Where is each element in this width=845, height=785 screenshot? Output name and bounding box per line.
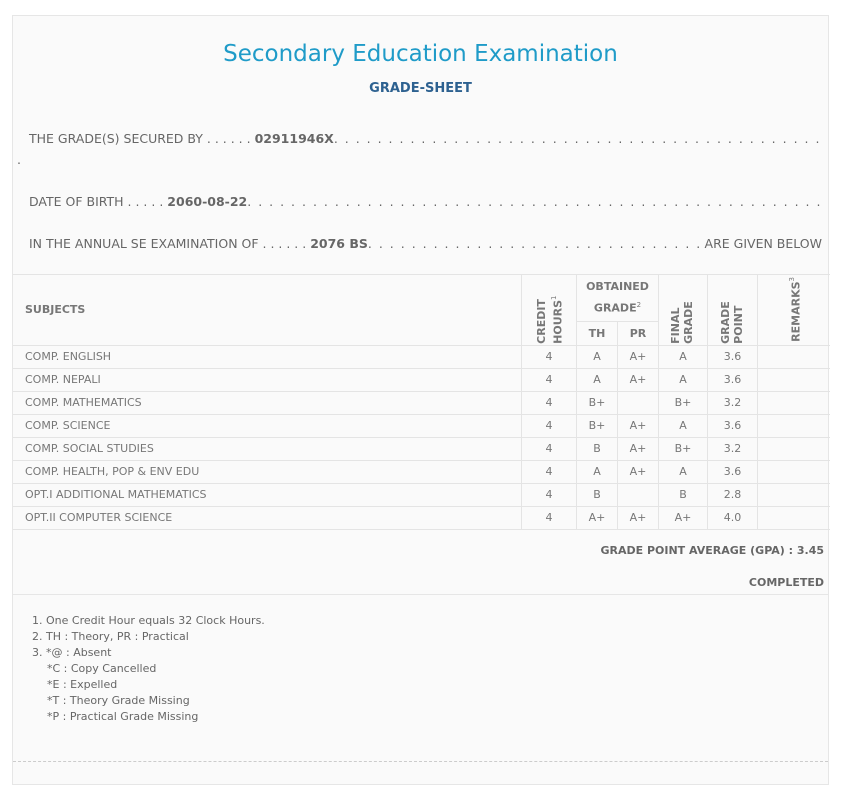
cell-th: B — [576, 482, 618, 507]
cell-remarks — [757, 436, 830, 461]
cell-final: A — [658, 367, 708, 392]
table-row: OPT.I ADDITIONAL MATHEMATICS 4 B B 2.8 — [13, 482, 830, 507]
table-row: COMP. SOCIAL STUDIES 4 B A+ B+ 3.2 — [13, 436, 830, 461]
cell-gp: 3.6 — [707, 459, 758, 484]
note: 1. One Credit Hour equals 32 Clock Hours… — [32, 614, 265, 627]
cell-final: A — [658, 344, 708, 369]
cell-credit: 4 — [521, 436, 577, 461]
divider — [13, 761, 828, 762]
cell-pr: A+ — [617, 436, 659, 461]
cell-subject: COMP. HEALTH, POP & ENV EDU — [13, 459, 522, 484]
cell-credit: 4 — [521, 367, 577, 392]
header-grade-point: GRADE POINT — [718, 300, 745, 344]
footnotes: 1. One Credit Hour equals 32 Clock Hours… — [13, 594, 828, 725]
exam-year: 2076 BS — [310, 236, 368, 251]
table-row: COMP. SCIENCE 4 B+ A+ A 3.6 — [13, 413, 830, 438]
cell-credit: 4 — [521, 459, 577, 484]
note: *C : Copy Cancelled — [47, 662, 157, 675]
cell-th: B — [576, 436, 618, 461]
cell-final: B+ — [658, 436, 708, 461]
header-final-grade: FINAL GRADE — [669, 300, 695, 344]
note: *P : Practical Grade Missing — [47, 710, 199, 723]
result-status: COMPLETED — [748, 576, 824, 589]
date-of-birth: 2060-08-22 — [167, 194, 248, 209]
header-obtained-grade: OBTAINED GRADE2 — [576, 274, 659, 322]
cell-subject: COMP. SCIENCE — [13, 413, 522, 438]
cell-pr: A+ — [617, 459, 659, 484]
cell-th: A — [576, 459, 618, 484]
note: *T : Theory Grade Missing — [47, 694, 190, 707]
cell-pr: A+ — [617, 367, 659, 392]
cell-credit: 4 — [521, 505, 577, 530]
cell-credit: 4 — [521, 344, 577, 369]
exam-line: IN THE ANNUAL SE EXAMINATION OF . . . . … — [29, 236, 822, 251]
cell-remarks — [757, 367, 830, 392]
table-row: COMP. NEPALI 4 A A+ A 3.6 — [13, 367, 830, 392]
cell-pr — [617, 482, 659, 507]
cell-subject: OPT.I ADDITIONAL MATHEMATICS — [13, 482, 522, 507]
cell-gp: 3.6 — [707, 367, 758, 392]
cell-final: B+ — [658, 390, 708, 415]
header-th: TH — [576, 320, 618, 346]
note: 3. *@ : Absent — [32, 646, 112, 659]
cell-pr: A+ — [617, 505, 659, 530]
cell-remarks — [757, 390, 830, 415]
header-remarks: REMARKS3 — [787, 277, 803, 342]
cell-subject: COMP. ENGLISH — [13, 344, 522, 369]
cell-final: A — [658, 413, 708, 438]
note: *E : Expelled — [47, 678, 118, 691]
cell-remarks — [757, 505, 830, 530]
cell-th: A — [576, 344, 618, 369]
cell-th: B+ — [576, 413, 618, 438]
symbol-number: 02911946X — [254, 131, 334, 146]
cell-credit: 4 — [521, 413, 577, 438]
cell-th: A+ — [576, 505, 618, 530]
cell-gp: 4.0 — [707, 505, 758, 530]
cell-remarks — [757, 459, 830, 484]
grades-table: SUBJECTS CREDIT HOURS1 OBTAINED GRADE2 F… — [13, 274, 830, 530]
secured-by-line: THE GRADE(S) SECURED BY . . . . . . 0291… — [29, 131, 822, 146]
cell-th: A — [576, 367, 618, 392]
cell-th: B+ — [576, 390, 618, 415]
note: 2. TH : Theory, PR : Practical — [32, 630, 189, 643]
dob-line: DATE OF BIRTH . . . . . 2060-08-22 — [29, 194, 822, 209]
cell-pr: A+ — [617, 344, 659, 369]
page-subtitle: GRADE-SHEET — [369, 81, 472, 96]
cell-subject: COMP. MATHEMATICS — [13, 390, 522, 415]
cell-subject: COMP. SOCIAL STUDIES — [13, 436, 522, 461]
cell-gp: 3.6 — [707, 344, 758, 369]
cell-subject: COMP. NEPALI — [13, 367, 522, 392]
header-pr: PR — [617, 320, 659, 346]
cell-gp: 3.6 — [707, 413, 758, 438]
cell-final: A+ — [658, 505, 708, 530]
cell-gp: 3.2 — [707, 436, 758, 461]
cell-credit: 4 — [521, 390, 577, 415]
cell-gp: 3.2 — [707, 390, 758, 415]
gpa: GRADE POINT AVERAGE (GPA) : 3.45 — [600, 544, 824, 557]
cell-final: B — [658, 482, 708, 507]
cell-gp: 2.8 — [707, 482, 758, 507]
cell-remarks — [757, 413, 830, 438]
cell-remarks — [757, 482, 830, 507]
table-row: COMP. HEALTH, POP & ENV EDU 4 A A+ A 3.6 — [13, 459, 830, 484]
cell-pr — [617, 390, 659, 415]
cell-credit: 4 — [521, 482, 577, 507]
header-credit-hours: CREDIT HOURS1 — [535, 294, 565, 344]
cell-remarks — [757, 344, 830, 369]
table-row: OPT.II COMPUTER SCIENCE 4 A+ A+ A+ 4.0 — [13, 505, 830, 530]
cell-subject: OPT.II COMPUTER SCIENCE — [13, 505, 522, 530]
header-subjects: SUBJECTS — [13, 274, 522, 346]
table-row: COMP. ENGLISH 4 A A+ A 3.6 — [13, 344, 830, 369]
page-title: Secondary Education Examination — [223, 41, 618, 67]
cell-final: A — [658, 459, 708, 484]
cell-pr: A+ — [617, 413, 659, 438]
table-row: COMP. MATHEMATICS 4 B+ B+ 3.2 — [13, 390, 830, 415]
grade-sheet-panel: Secondary Education Examination GRADE-SH… — [12, 15, 830, 785]
